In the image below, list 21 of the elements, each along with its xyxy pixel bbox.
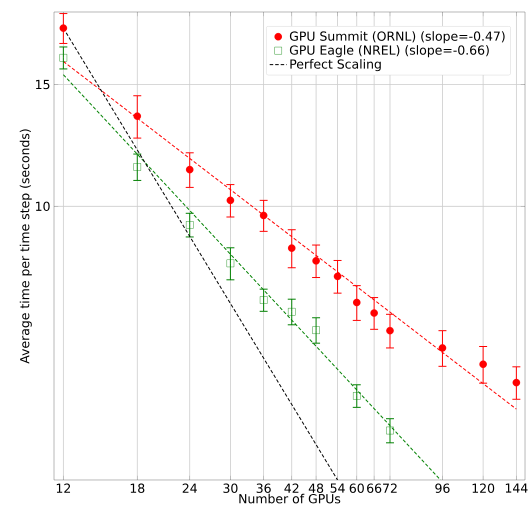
legend-label: GPU Summit (ORNL) (slope=-0.47) (290, 31, 505, 44)
legend-label: Perfect Scaling (290, 59, 381, 72)
y-tick-label: 10 (36, 202, 50, 211)
x-tick-label: 30 (223, 484, 238, 493)
x-tick-label: 18 (130, 484, 144, 493)
x-tick-label: 60 (350, 484, 364, 493)
x-tick-label: 66 (367, 484, 382, 493)
x-tick-label: 144 (506, 484, 528, 493)
x-tick-label: 24 (182, 484, 197, 493)
x-tick-label: 36 (256, 484, 271, 493)
y-tick-label: 15 (36, 80, 50, 90)
x-axis-title: Number of GPUs (239, 494, 340, 504)
x-tick-label: 120 (472, 484, 494, 493)
x-tick-label: 72 (383, 484, 397, 493)
y-axis-title: Average time per time step (seconds) (20, 129, 32, 364)
legend-label: GPU Eagle (NREL) (slope=-0.66) (290, 45, 489, 58)
x-tick-label: 12 (56, 484, 70, 493)
x-tick-label: 54 (330, 484, 345, 493)
x-tick-label: 48 (308, 484, 324, 493)
x-tick-label: 96 (435, 484, 450, 493)
x-tick-label: 42 (284, 484, 298, 493)
